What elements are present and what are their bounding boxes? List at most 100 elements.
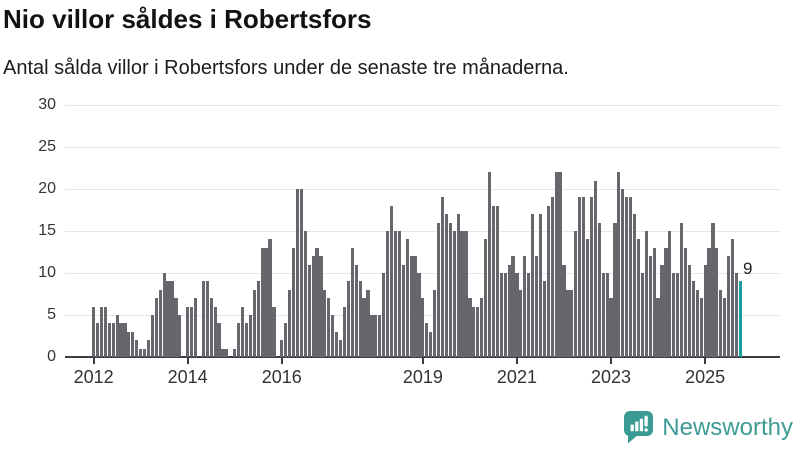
bar: [217, 323, 221, 357]
x-axis-label: 2023: [591, 367, 632, 387]
highlight-value-label: 9: [743, 259, 753, 278]
bar: [652, 247, 656, 357]
bar: [621, 189, 625, 357]
bar: [350, 247, 354, 357]
bar: [295, 189, 300, 357]
bar: [617, 172, 621, 357]
bar: [315, 247, 319, 357]
y-axis-label: 30: [38, 96, 56, 113]
bar: [629, 197, 633, 357]
y-axis-label: 20: [38, 180, 56, 197]
x-axis-tick: [280, 358, 283, 364]
y-axis-label: 0: [47, 348, 56, 365]
bar: [672, 273, 676, 357]
bar: [327, 298, 331, 357]
bar: [730, 239, 735, 357]
bar: [676, 273, 680, 357]
bar: [570, 289, 574, 357]
bar: [715, 247, 719, 357]
bar: [433, 289, 437, 357]
bar: [393, 231, 398, 357]
bar: [135, 340, 139, 357]
bar: [405, 239, 409, 357]
bar: [370, 315, 374, 357]
bar: [531, 214, 535, 357]
gridline: [65, 231, 780, 232]
bar: [507, 264, 511, 357]
bar: [734, 273, 739, 357]
bar: [691, 281, 695, 357]
bar: [527, 273, 531, 357]
bar: [472, 306, 476, 357]
bar: [115, 315, 119, 357]
bar: [562, 264, 566, 357]
bar: [111, 323, 115, 357]
bar: [558, 172, 562, 357]
bar: [358, 281, 362, 357]
bar: [656, 298, 660, 357]
bar: [342, 306, 347, 357]
bar: [205, 281, 209, 357]
bar: [264, 247, 268, 357]
bar: [354, 264, 358, 357]
bar: [225, 348, 229, 357]
bar: [448, 222, 452, 357]
x-axis-line: [65, 356, 780, 358]
bar: [664, 247, 668, 357]
bar: [331, 315, 335, 357]
bar: [311, 256, 315, 357]
bar: [146, 340, 151, 357]
bar: [534, 256, 539, 357]
bar: [256, 281, 260, 357]
bar: [95, 323, 100, 357]
bar: [99, 306, 104, 357]
y-axis-label: 5: [47, 306, 56, 323]
bar: [193, 298, 198, 357]
bar: [695, 289, 699, 357]
bar: [597, 222, 601, 357]
bar: [593, 180, 597, 357]
x-axis-label: 2025: [685, 367, 726, 387]
x-axis-label: 2012: [73, 367, 114, 387]
bar: [480, 298, 484, 357]
bar: [487, 172, 492, 357]
bar: [213, 306, 217, 357]
bar: [683, 247, 688, 357]
x-axis-tick: [186, 358, 189, 364]
bar: [123, 323, 127, 357]
chart-subtitle: Antal sålda villor i Robertsfors under d…: [3, 57, 569, 79]
bar: [401, 264, 405, 357]
bar: [319, 256, 323, 357]
bar: [460, 231, 464, 357]
bar: [154, 298, 158, 357]
bar: [346, 281, 350, 357]
bar: [291, 247, 296, 357]
bar: [417, 273, 421, 357]
bar: [523, 256, 527, 357]
x-axis-label: 2016: [261, 367, 302, 387]
bar: [699, 298, 703, 357]
bar: [378, 315, 382, 357]
bar: [389, 205, 394, 357]
bar: [456, 214, 460, 357]
bar: [221, 348, 225, 357]
bar: [648, 256, 652, 357]
x-axis-label: 2019: [402, 367, 443, 387]
bar: [158, 289, 162, 357]
bar: [178, 315, 182, 357]
bar: [566, 289, 570, 357]
bar: [288, 289, 292, 357]
gridline: [65, 105, 780, 106]
bar: [582, 197, 586, 357]
bar: [201, 281, 205, 357]
bar: [578, 197, 582, 357]
bar: [429, 331, 433, 357]
bar: [382, 273, 386, 357]
bar: [174, 298, 178, 357]
x-axis-tick: [421, 358, 424, 364]
bar: [233, 348, 237, 357]
bar: [546, 205, 550, 357]
bar: [237, 323, 241, 357]
bar: [240, 306, 245, 357]
